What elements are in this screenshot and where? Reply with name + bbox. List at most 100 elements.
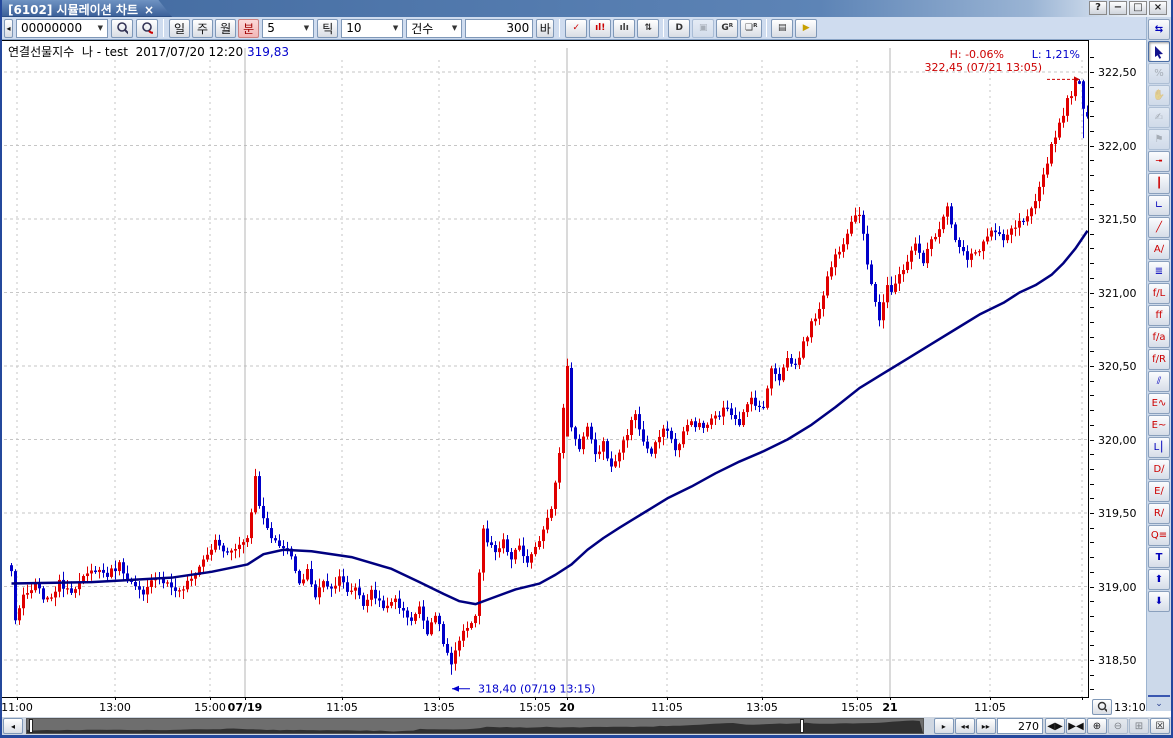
price-minor-tick [1090,689,1094,691]
candle-body [722,407,725,417]
bar-count-input[interactable]: 300 [465,18,534,38]
volume-bars-icon[interactable]: ılı [613,18,636,38]
candle-body [438,615,441,625]
window-tab[interactable]: [6102] 시뮬레이션 차트 × [2,0,173,17]
sidebar-more-icon[interactable]: ⌄ [1148,695,1170,711]
period-button-2[interactable]: 월 [215,18,237,38]
candle-body [646,441,649,449]
new-chart-icon[interactable]: D [668,18,691,38]
tick-button[interactable]: 틱 [317,18,339,38]
fibonacci-lines-icon[interactable]: f/L [1148,283,1170,304]
zoom-in-icon[interactable]: ⊕ [1087,718,1107,734]
close-panel-icon[interactable]: ☒ [1150,718,1170,734]
copy-chart-icon[interactable]: ❏ᴿ [740,18,763,38]
elliott-wave-icon: E∿ [1151,398,1167,409]
fibonacci-arc-icon[interactable]: f/a [1148,327,1170,348]
fibonacci-retracement-icon[interactable]: f/R [1148,349,1170,370]
price-minor-tick [1090,674,1094,676]
period-button-1[interactable]: 주 [192,18,214,38]
navigator-scroll-left-icon[interactable]: ◂ [3,718,23,734]
candle-body [778,373,781,381]
period-button-0[interactable]: 일 [169,18,191,38]
tick-count-combo[interactable]: 10 ▼ [341,18,404,38]
search-symbol-button[interactable] [111,18,133,38]
candle-body [670,430,673,439]
pattern-d-icon[interactable]: D∕ [1148,459,1170,480]
select-cursor-icon[interactable] [1148,41,1170,62]
navigator-handle-1[interactable] [800,719,804,733]
price-minor-tick [1090,248,1094,250]
rewind-button[interactable]: ◂◂ [954,718,975,734]
time-tick-mark [439,697,440,700]
navigator-handle-0[interactable] [29,719,33,733]
pattern-r-icon[interactable]: R∕ [1148,503,1170,524]
fibonacci-fan-icon[interactable]: ff [1148,305,1170,326]
text-tool-icon[interactable]: T [1148,547,1170,568]
arrow-up-icon[interactable]: ⬆ [1148,569,1170,590]
window-controls: ? − □ × [1089,1,1167,15]
trendline-toggle-icon[interactable]: ✓ [565,18,588,38]
help-button[interactable]: ? [1089,1,1107,15]
drawing-toolbar: ⇆% ✋ ✍ ⚑ ╼ ┃ ∟ ╱ A∕ ≣ f/L ff f/a f/R ⫽ E∿ E~ L⎮ D∕ E∕ R∕ Q≡ T ⬆… [1146,17,1171,711]
candle-body [306,569,309,580]
navigator-strip[interactable] [26,718,924,734]
save-icon[interactable]: ▤ [771,18,794,38]
toolbar-icon-group: ✓ ıl! ılı ⇅ D ▣ Gᴿ ❏ᴿ ▤ ▶ [565,18,818,38]
tab-close-icon[interactable]: × [144,3,155,17]
fast-forward-button[interactable]: ▸▸ [975,718,996,734]
symbol-combo[interactable]: 00000000 ▼ [16,18,108,38]
sort-scale-icon[interactable]: ⇅ [637,18,660,38]
candle-body [950,206,953,225]
quote-list-icon[interactable]: Q≡ [1148,525,1170,546]
count-type-combo[interactable]: 건수 ▼ [406,18,463,38]
play-button[interactable]: ▸ [933,718,954,734]
candle-body [242,542,245,545]
candle-body [130,580,133,582]
search-recent-button[interactable] [136,18,158,38]
candle-body [798,357,801,365]
candle-body [1050,143,1053,164]
period-button-3[interactable]: 분 [238,18,260,38]
candle-body [890,285,893,292]
reload-chart-icon[interactable]: Gᴿ [716,18,739,38]
trend-line-icon[interactable]: ╱ [1148,217,1170,238]
half-line-icon[interactable]: ∟ [1148,195,1170,216]
multi-line-icon[interactable]: ≣ [1148,261,1170,282]
candle-body [1086,112,1089,117]
volume-signal-icon[interactable]: ıl! [589,18,612,38]
candle-body [282,546,285,549]
toolbar-scroll-left-icon[interactable]: ◂ [4,18,13,38]
parallel-lines-icon[interactable]: ⫽ [1148,371,1170,392]
expand-horizontal-icon[interactable]: ◀▶ [1045,718,1065,734]
candle-body [274,538,277,541]
vertical-line-icon[interactable]: ┃ [1148,173,1170,194]
arrow-down-icon[interactable]: ⬇ [1148,591,1170,612]
candle-body [874,284,877,302]
candle-body [758,405,761,408]
elliott-wave-icon[interactable]: E∿ [1148,393,1170,414]
refresh-icon[interactable]: ⇆ [1148,19,1170,40]
price-minor-tick [1090,307,1094,309]
go-to-end-icon[interactable]: ▶◀ [1066,718,1086,734]
elliott-wave2-icon[interactable]: E~ [1148,415,1170,436]
price-minor-tick [1090,277,1094,279]
candlestick-chart[interactable]: H: -0.06% L: 1,21%322,45 (07/21 13:05) 318… [2,40,1090,698]
line-candle-icon[interactable]: L⎮ [1148,437,1170,458]
header-datetime: 2017/07/20 12:20 [135,45,244,59]
chart-area[interactable]: H: -0.06% L: 1,21% 322,45 (07/21 13:05) 318… [2,40,1090,698]
maximize-button[interactable]: □ [1129,1,1147,15]
text-line-icon[interactable]: A∕ [1148,239,1170,260]
open-icon[interactable]: ▶ [795,18,818,38]
price-tick-label: 321,00 [1098,286,1137,300]
minute-combo[interactable]: 5 ▼ [262,18,315,38]
candle-body [554,482,557,509]
candle-body [730,408,733,416]
minimize-button[interactable]: − [1109,1,1127,15]
visible-bars-input[interactable]: 270 [996,718,1043,734]
candle-body [942,216,945,230]
price-minor-tick [1090,263,1094,265]
axis-zoom-button[interactable] [1092,699,1112,715]
pattern-e-icon[interactable]: E∕ [1148,481,1170,502]
close-button[interactable]: × [1149,1,1167,15]
horizontal-line-icon[interactable]: ╼ [1148,151,1170,172]
